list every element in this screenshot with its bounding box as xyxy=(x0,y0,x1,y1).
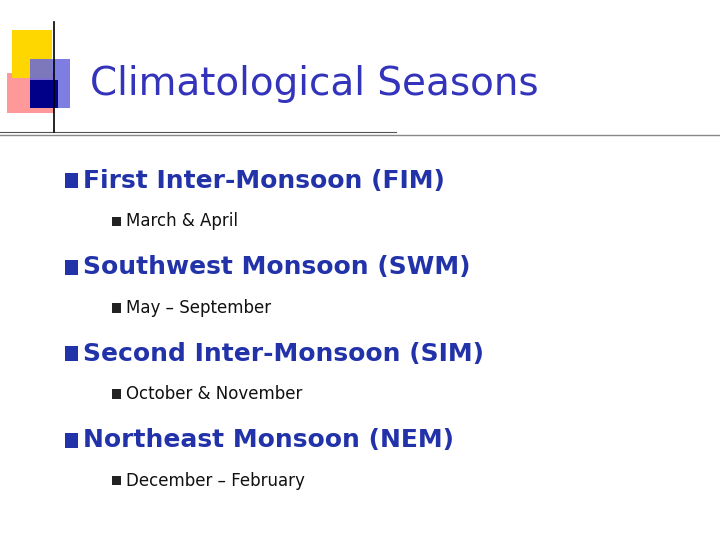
Text: May – September: May – September xyxy=(126,299,271,317)
Bar xyxy=(30,80,58,108)
Text: Southwest Monsoon (SWM): Southwest Monsoon (SWM) xyxy=(83,255,470,279)
Bar xyxy=(12,30,52,78)
FancyBboxPatch shape xyxy=(112,389,121,399)
FancyBboxPatch shape xyxy=(112,476,121,485)
Text: First Inter-Monsoon (FIM): First Inter-Monsoon (FIM) xyxy=(83,169,445,193)
Text: December – February: December – February xyxy=(126,471,305,490)
FancyBboxPatch shape xyxy=(65,173,78,188)
FancyBboxPatch shape xyxy=(112,217,121,226)
Bar xyxy=(7,73,54,113)
FancyBboxPatch shape xyxy=(112,303,121,313)
FancyBboxPatch shape xyxy=(65,433,78,448)
Text: Northeast Monsoon (NEM): Northeast Monsoon (NEM) xyxy=(83,428,454,452)
Text: March & April: March & April xyxy=(126,212,238,231)
Text: Second Inter-Monsoon (SIM): Second Inter-Monsoon (SIM) xyxy=(83,342,484,366)
FancyBboxPatch shape xyxy=(65,346,78,361)
Bar xyxy=(30,59,70,108)
FancyBboxPatch shape xyxy=(65,260,78,275)
Text: October & November: October & November xyxy=(126,385,302,403)
Text: Climatological Seasons: Climatological Seasons xyxy=(90,65,539,103)
